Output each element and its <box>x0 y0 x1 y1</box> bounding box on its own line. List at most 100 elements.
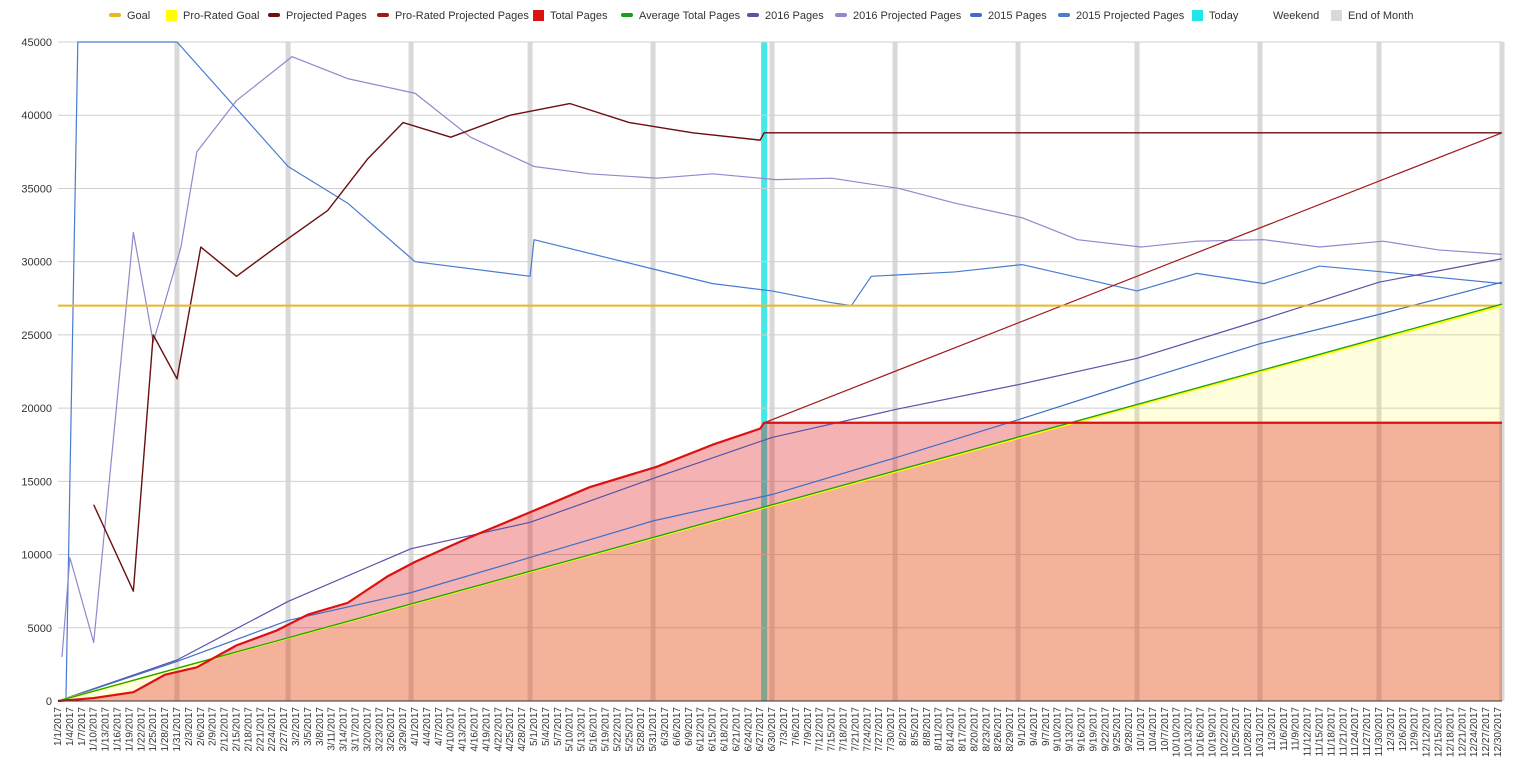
y-tick-label: 0 <box>46 696 52 708</box>
x-tick-label: 8/11/2017 <box>934 707 945 751</box>
x-tick-label: 2/27/2017 <box>279 707 290 752</box>
x-tick-label: 6/12/2017 <box>696 707 707 752</box>
x-tick-label: 12/9/2017 <box>1410 707 1421 752</box>
legend-item-prorated-projected: Pro-Rated Projected Pages <box>377 10 529 22</box>
p2015-line <box>57 281 1503 702</box>
x-tick-label: 6/18/2017 <box>719 707 730 752</box>
x-tick-label: 1/10/2017 <box>89 707 100 752</box>
legend-item-today: Today <box>1192 10 1239 22</box>
x-tick-label: 5/25/2017 <box>624 707 635 752</box>
x-tick-label: 11/21/2017 <box>1338 707 1349 757</box>
legend-label: 2015 Pages <box>988 10 1047 22</box>
legend-swatch <box>1192 10 1203 21</box>
legend-label: Total Pages <box>550 10 608 22</box>
legend-label: Today <box>1209 10 1239 22</box>
x-tick-label: 1/1/2017 <box>53 707 64 746</box>
x-tick-label: 2/15/2017 <box>232 707 243 752</box>
x-tick-label: 1/19/2017 <box>124 707 135 752</box>
prorated-projected-line <box>763 132 1503 424</box>
end-of-month-band <box>1134 42 1140 701</box>
x-tick-label: 7/27/2017 <box>874 707 885 752</box>
end-of-month-band <box>527 42 533 701</box>
legend-swatch <box>268 13 280 17</box>
x-tick-label: 5/28/2017 <box>636 707 647 752</box>
x-tick-label: 1/31/2017 <box>172 707 183 752</box>
x-tick-label: 10/31/2017 <box>1255 707 1266 757</box>
x-tick-label: 11/15/2017 <box>1315 707 1326 757</box>
legend-item-p2015-projected: 2015 Projected Pages <box>1058 10 1185 22</box>
x-tick-label: 3/17/2017 <box>351 707 362 752</box>
x-tick-label: 11/30/2017 <box>1374 707 1385 757</box>
end-of-month-band <box>1376 42 1382 701</box>
legend-swatch <box>377 13 389 17</box>
x-tick-label: 11/12/2017 <box>1303 707 1314 757</box>
y-tick-label: 30000 <box>21 257 52 269</box>
x-tick-label: 7/24/2017 <box>862 707 873 752</box>
x-tick-label: 2/21/2017 <box>255 707 266 752</box>
end-of-month-band <box>285 42 291 701</box>
x-tick-label: 12/3/2017 <box>1386 707 1397 752</box>
x-tick-label: 6/3/2017 <box>660 707 671 746</box>
x-tick-label: 8/23/2017 <box>981 707 992 752</box>
x-tick-label: 5/7/2017 <box>553 707 564 746</box>
x-tick-label: 3/11/2017 <box>327 707 338 751</box>
x-tick-label: 3/26/2017 <box>386 707 397 752</box>
x-tick-label: 2/24/2017 <box>267 707 278 752</box>
x-tick-label: 9/13/2017 <box>1065 707 1076 752</box>
x-tick-label: 1/22/2017 <box>136 707 147 752</box>
x-tick-label: 4/10/2017 <box>446 707 457 752</box>
x-tick-label: 10/1/2017 <box>1136 707 1147 752</box>
x-tick-label: 3/20/2017 <box>362 707 373 752</box>
x-tick-label: 8/2/2017 <box>898 707 909 746</box>
y-tick-label: 45000 <box>21 37 52 49</box>
today-band <box>761 42 768 701</box>
x-tick-label: 12/21/2017 <box>1457 707 1468 757</box>
legend-swatch <box>1331 10 1342 21</box>
x-tick-label: 4/16/2017 <box>470 707 481 752</box>
end-of-month-band <box>174 42 180 701</box>
x-tick-label: 8/29/2017 <box>1005 707 1016 752</box>
x-tick-label: 5/4/2017 <box>541 707 552 746</box>
y-tick-label: 35000 <box>21 183 52 195</box>
x-tick-label: 10/10/2017 <box>1172 707 1183 757</box>
x-tick-label: 2/3/2017 <box>184 707 195 746</box>
x-tick-label: 2/18/2017 <box>243 707 254 752</box>
x-tick-label: 8/8/2017 <box>922 707 933 746</box>
x-tick-label: 9/19/2017 <box>1088 707 1099 752</box>
x-tick-label: 9/10/2017 <box>1053 707 1064 752</box>
x-tick-label: 10/13/2017 <box>1184 707 1195 757</box>
legend-label: Projected Pages <box>286 10 367 22</box>
x-tick-label: 12/12/2017 <box>1422 707 1433 757</box>
legend-item-goal: Goal <box>109 10 150 22</box>
x-tick-label: 3/5/2017 <box>303 707 314 746</box>
x-tick-label: 7/12/2017 <box>815 707 826 752</box>
x-tick-label: 9/22/2017 <box>1100 707 1111 752</box>
x-tick-label: 6/24/2017 <box>743 707 754 752</box>
x-tick-label: 9/28/2017 <box>1124 707 1135 752</box>
x-tick-label: 11/3/2017 <box>1267 707 1278 751</box>
legend-item-end-of-month: End of Month <box>1331 10 1413 22</box>
legend-item-prorated-goal: Pro-Rated Goal <box>166 10 259 22</box>
x-tick-label: 12/24/2017 <box>1469 707 1480 757</box>
x-tick-label: 8/14/2017 <box>946 707 957 752</box>
legend-item-projected: Projected Pages <box>268 10 367 22</box>
x-tick-label: 3/14/2017 <box>339 707 350 752</box>
x-tick-label: 7/15/2017 <box>827 707 838 752</box>
x-tick-label: 12/18/2017 <box>1445 707 1456 757</box>
x-tick-label: 12/6/2017 <box>1398 707 1409 752</box>
projected-line <box>93 102 1502 592</box>
y-tick-label: 25000 <box>21 330 52 342</box>
x-tick-label: 5/19/2017 <box>600 707 611 752</box>
x-tick-label: 9/7/2017 <box>1041 707 1052 746</box>
x-tick-label: 10/4/2017 <box>1148 707 1159 752</box>
x-tick-label: 4/22/2017 <box>493 707 504 752</box>
end-of-month-band <box>408 42 414 701</box>
x-tick-label: 8/26/2017 <box>993 707 1004 752</box>
x-tick-label: 10/25/2017 <box>1231 707 1242 757</box>
end-of-month-band <box>1499 42 1505 701</box>
x-tick-label: 6/27/2017 <box>755 707 766 752</box>
legend-label: 2015 Projected Pages <box>1076 10 1185 22</box>
x-tick-label: 6/30/2017 <box>767 707 778 752</box>
